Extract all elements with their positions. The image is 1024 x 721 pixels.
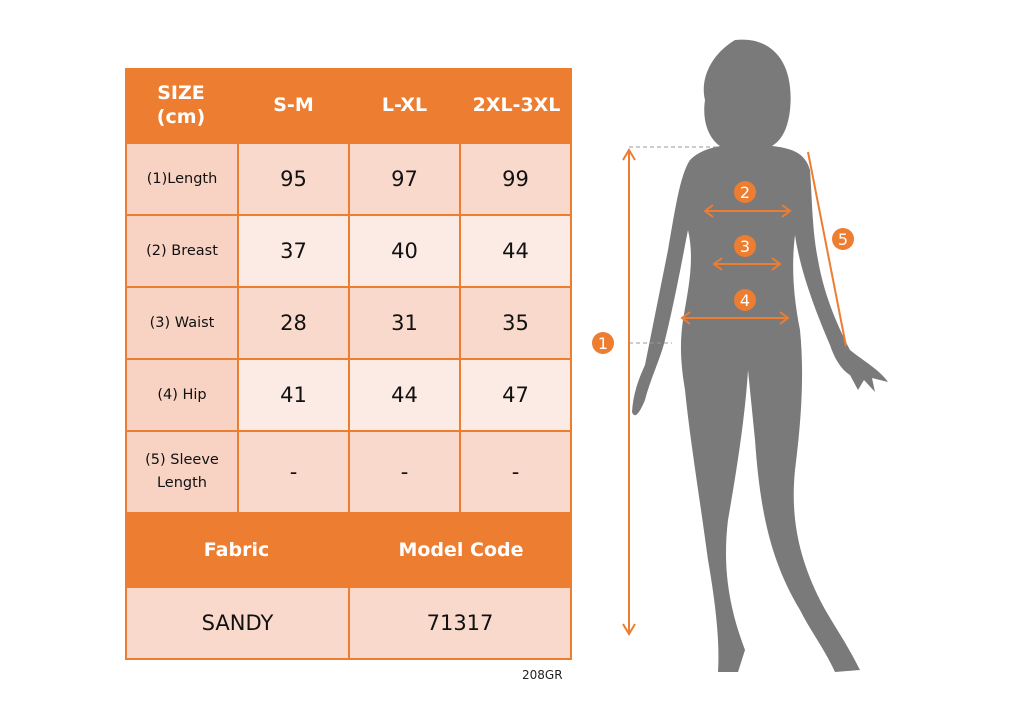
table-cell: 37 <box>239 216 348 286</box>
measurement-arrows <box>622 148 847 636</box>
row-label: (1)Length <box>127 144 237 214</box>
marker-5-circle <box>832 228 854 250</box>
marker-3-circle <box>734 235 756 257</box>
table-cell: 40 <box>350 216 459 286</box>
model-code-header: Model Code <box>398 539 524 561</box>
marker-3-label: 3 <box>740 237 750 256</box>
column-header: 2XL-3XL <box>472 94 561 116</box>
marker-1-circle <box>592 332 614 354</box>
fabric-value: SANDY <box>127 588 348 658</box>
column-header: SIZE (cm) <box>156 82 206 128</box>
table-cell: 44 <box>350 360 459 430</box>
row-label: (4) Hip <box>127 360 237 430</box>
product-code: 208GR <box>522 668 563 682</box>
model-code-value: 71317 <box>350 588 570 658</box>
table-cell: 47 <box>461 360 570 430</box>
sleeve-arrow <box>807 151 847 347</box>
table-cell: 35 <box>461 288 570 358</box>
marker-2-label: 2 <box>740 183 750 202</box>
column-header: L-XL <box>381 94 428 116</box>
table-cell: 95 <box>239 144 348 214</box>
table-cell: 99 <box>461 144 570 214</box>
table-cell: - <box>239 432 348 512</box>
table-cell: 44 <box>461 216 570 286</box>
table-cell: 28 <box>239 288 348 358</box>
table-cell: 41 <box>239 360 348 430</box>
marker-1-label: 1 <box>598 334 608 353</box>
marker-5-label: 5 <box>838 230 848 249</box>
size-chart-table: SIZE (cm) S-M L-XL 2XL-3XL (1)Length 95 97 99 (2… <box>125 68 572 660</box>
silhouette <box>632 39 888 673</box>
fabric-header: Fabric <box>203 539 270 561</box>
marker-2-circle <box>734 181 756 203</box>
table-cell: 97 <box>350 144 459 214</box>
row-label: (2) Breast <box>127 216 237 286</box>
table-cell: 31 <box>350 288 459 358</box>
row-label: (3) Waist <box>127 288 237 358</box>
column-header: S-M <box>273 94 314 116</box>
marker-4-circle <box>734 289 756 311</box>
table-cell: - <box>461 432 570 512</box>
marker-4-label: 4 <box>740 291 750 310</box>
row-label: (5) Sleeve Length <box>127 432 237 512</box>
table-cell: - <box>350 432 459 512</box>
